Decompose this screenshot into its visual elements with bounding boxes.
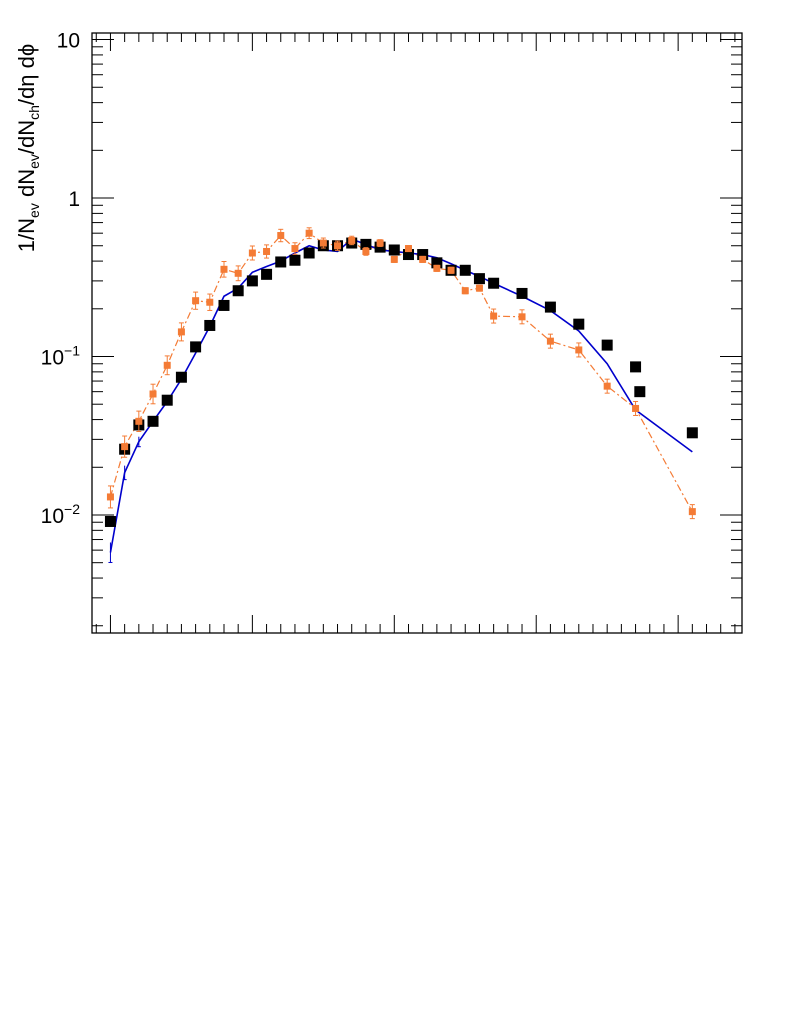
blue-series-line (109, 238, 693, 553)
black-square-point (190, 341, 202, 353)
orange-square-point (433, 264, 441, 272)
orange-square-point (106, 493, 114, 501)
orange-series-line (109, 232, 693, 512)
y-axis-title: 1/Nev dNev/dNch/dη dϕ (14, 44, 42, 252)
orange-square-point (546, 337, 554, 345)
orange-square-point (192, 297, 200, 305)
orange-square-point (121, 443, 129, 451)
orange-square-point (362, 247, 370, 255)
y-tick-label: 10−1 (41, 343, 81, 370)
orange-square-point (632, 404, 640, 412)
orange-square-point (248, 249, 256, 257)
black-square-point (261, 268, 273, 280)
black-square-point (147, 415, 159, 427)
black-square-point (289, 254, 301, 266)
orange-square-point (348, 236, 356, 244)
black-square-point (488, 277, 500, 289)
black-square-point (516, 287, 528, 299)
orange-square-point (319, 239, 327, 247)
axis-ticks (92, 33, 742, 633)
y-tick-label: 10−2 (41, 501, 81, 528)
orange-square-point (603, 382, 611, 390)
black-square-point (630, 361, 642, 373)
black-square-point (431, 257, 443, 269)
orange-square-point (234, 269, 242, 277)
orange-square-point (206, 298, 214, 306)
plot-area (104, 227, 698, 563)
plot-frame (91, 32, 743, 634)
orange-square-point (277, 232, 285, 240)
black-square-point (686, 427, 698, 439)
black-square-point (544, 301, 556, 313)
orange-square-point (149, 390, 157, 398)
black-square-point (275, 256, 287, 268)
black-square-point (218, 299, 230, 311)
orange-square-point (376, 239, 384, 247)
black-square-point (161, 394, 173, 406)
black-square-point (402, 249, 414, 261)
orange-square-point (390, 255, 398, 263)
orange-square-point (419, 255, 427, 263)
black-square-point (303, 247, 315, 259)
orange-square-point (177, 328, 185, 336)
black-square-point (634, 386, 646, 398)
y-tick-label: 1 (68, 188, 80, 211)
black-square-point (417, 249, 429, 261)
black-square-point (246, 275, 258, 287)
orange-square-point (291, 245, 299, 253)
orange-square-point (220, 265, 228, 273)
orange-square-point (688, 508, 696, 516)
orange-square-point (263, 247, 271, 255)
black-square-point (573, 318, 585, 330)
black-square-point (232, 285, 244, 297)
black-square-point (204, 319, 216, 331)
orange-square-point (575, 346, 583, 354)
black-square-point (459, 264, 471, 276)
orange-square-point (334, 242, 342, 250)
orange-square-point (518, 313, 526, 321)
black-square-point (104, 515, 116, 527)
orange-square-point (135, 417, 143, 425)
y-tick-labels: 10 1 10−1 10−2 (41, 30, 81, 528)
black-square-point (473, 273, 485, 285)
black-square-point (388, 244, 400, 256)
orange-square-point (461, 287, 469, 295)
black-square-point (601, 339, 613, 351)
black-square-point (374, 241, 386, 253)
orange-square-point (490, 312, 498, 320)
orange-square-point (447, 266, 455, 274)
black-square-point (175, 371, 187, 383)
orange-square-point (404, 245, 412, 253)
orange-square-point (475, 284, 483, 292)
y-tick-label: 10 (57, 30, 80, 53)
orange-square-point (163, 361, 171, 369)
black-square-point (360, 238, 372, 250)
orange-square-point (305, 229, 313, 237)
